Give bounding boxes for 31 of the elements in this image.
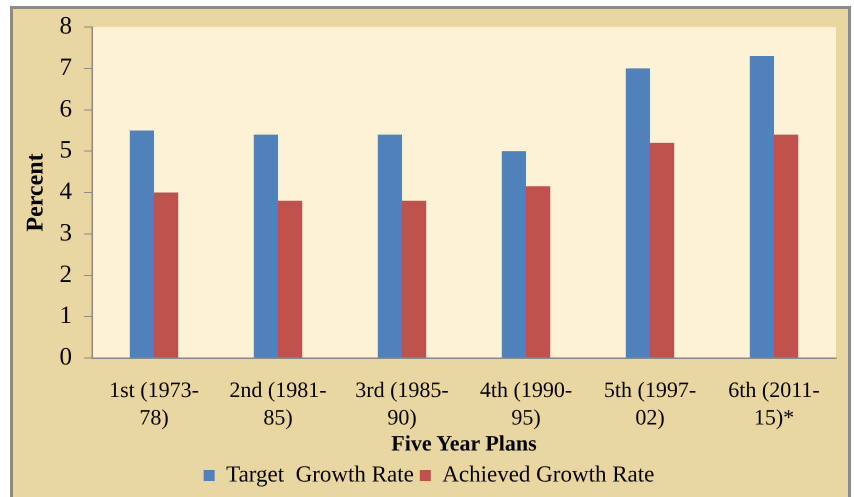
- bar: [650, 142, 674, 358]
- y-tick-label: 1: [60, 302, 72, 330]
- x-tick-label: 6th (2011-15)*: [728, 376, 820, 430]
- bar: [254, 134, 278, 358]
- bar: [774, 134, 798, 358]
- bar: [402, 200, 426, 358]
- bar: [502, 151, 526, 358]
- y-tick-label: 8: [60, 12, 72, 40]
- x-tick-label: 4th (1990-95): [480, 376, 572, 430]
- bar: [130, 130, 154, 358]
- x-tick-label: 1st (1973-78): [109, 376, 199, 430]
- y-tick-label: 7: [60, 54, 72, 81]
- legend-label: Target Growth Rate: [226, 462, 414, 487]
- bar: [626, 68, 650, 358]
- y-tick-label: 5: [60, 136, 72, 164]
- bar: [278, 200, 302, 358]
- x-tick-label: 3rd (1985-90): [355, 376, 449, 430]
- bar: [526, 186, 550, 358]
- y-tick-label: 4: [60, 178, 72, 206]
- bar: [750, 56, 774, 358]
- legend-label: Achieved Growth Rate: [442, 462, 654, 487]
- y-tick-label: 2: [60, 260, 72, 288]
- bar: [154, 192, 178, 358]
- y-tick-label: 3: [60, 219, 72, 246]
- x-tick-label: 2nd (1981-85): [229, 376, 327, 430]
- x-axis-title: Five Year Plans: [391, 430, 538, 456]
- y-axis-title: Percent: [22, 153, 49, 232]
- bar: [378, 134, 402, 358]
- y-tick-label: 6: [60, 95, 72, 122]
- y-tick-label: 0: [60, 344, 72, 371]
- x-tick-label: 5th (1997-02): [604, 376, 696, 430]
